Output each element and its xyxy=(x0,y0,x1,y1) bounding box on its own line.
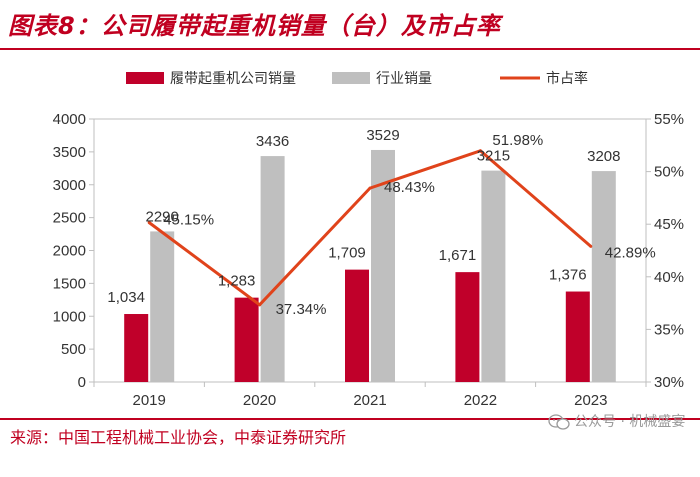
footer-divider xyxy=(0,418,700,420)
label-company: 1,709 xyxy=(328,245,366,262)
label-share: 42.89% xyxy=(605,244,656,261)
label-company: 1,034 xyxy=(107,289,145,306)
label-company: 1,376 xyxy=(549,267,587,284)
y-left-tick-label: 1000 xyxy=(53,308,86,325)
label-company: 1,283 xyxy=(218,273,256,290)
source-note: 来源：中国工程机械工业协会，中泰证券研究所 xyxy=(10,428,347,447)
y-right-tick-label: 30% xyxy=(654,374,684,391)
bar-company xyxy=(345,269,369,382)
bar-industry xyxy=(481,170,506,382)
bar-industry xyxy=(591,171,616,382)
data-labels: 1,034 2290 1,283 3436 1,709 3529 1,671 3215 1,37… xyxy=(107,127,655,318)
watermark-text: 公众号 · 机械盛宴 xyxy=(574,414,686,430)
title-divider xyxy=(0,48,700,50)
share-point xyxy=(589,244,593,248)
y-left-tick-label: 2000 xyxy=(53,243,86,260)
chart-area: 履带起重机公司销量 行业销量 市占率 0 500 1000 1500 2000 2500 300… xyxy=(53,70,684,409)
share-point xyxy=(258,303,262,307)
label-share: 51.98% xyxy=(492,132,543,149)
label-industry: 3436 xyxy=(256,133,289,150)
share-line-group xyxy=(147,149,593,307)
y-left-tick-label: 4000 xyxy=(53,111,86,128)
x-tick-label: 2021 xyxy=(353,392,386,409)
wechat-icon xyxy=(548,414,570,430)
watermark: 公众号 · 机械盛宴 xyxy=(548,411,685,431)
share-point xyxy=(478,149,482,153)
legend-swatch-company xyxy=(126,72,164,84)
y-right-tick-label: 45% xyxy=(654,216,684,233)
legend-swatch-industry xyxy=(332,72,370,84)
axes: 0 500 1000 1500 2000 2500 3000 3500 4000 30% 35% 40… xyxy=(53,111,684,409)
y-left-tick-label: 1500 xyxy=(53,275,86,292)
y-right-tick-label: 55% xyxy=(654,111,684,128)
x-tick-label: 2022 xyxy=(464,392,497,409)
y-left-tick-label: 0 xyxy=(78,374,86,391)
legend: 履带起重机公司销量 行业销量 市占率 xyxy=(126,70,588,86)
label-industry: 3529 xyxy=(366,127,399,144)
y-left-tick-label: 2500 xyxy=(53,210,86,227)
label-industry: 3208 xyxy=(587,148,620,165)
y-left-tick-label: 3000 xyxy=(53,177,86,194)
bar-industry xyxy=(260,156,285,382)
bar-company xyxy=(565,291,590,382)
label-industry: 3215 xyxy=(477,148,510,165)
y-right-tick-label: 35% xyxy=(654,321,684,338)
plot-frame xyxy=(93,118,647,383)
label-company: 1,671 xyxy=(439,247,477,264)
legend-label-industry: 行业销量 xyxy=(376,70,432,86)
bar-company xyxy=(455,272,480,382)
y-left-tick-label: 3500 xyxy=(53,144,86,161)
share-line xyxy=(148,149,592,307)
legend-label-share: 市占率 xyxy=(546,70,588,86)
y-right-tick-label: 40% xyxy=(654,269,684,286)
y-right-tick-label: 50% xyxy=(654,164,684,181)
bars xyxy=(124,149,616,382)
bar-company xyxy=(234,297,259,382)
share-point xyxy=(147,221,151,225)
label-share: 37.34% xyxy=(276,301,327,318)
x-tick-label: 2019 xyxy=(133,392,166,409)
x-tick-label: 2023 xyxy=(574,392,607,409)
x-tick-label: 2020 xyxy=(243,392,276,409)
bar-company xyxy=(124,314,149,382)
share-point xyxy=(368,186,372,190)
page-title: 图表8：公司履带起重机销量（台）及市占率 xyxy=(8,12,501,40)
label-share: 48.43% xyxy=(384,179,435,196)
label-industry: 2290 xyxy=(146,208,179,225)
label-share: 45.15% xyxy=(163,212,214,229)
bar-industry xyxy=(150,231,175,382)
bar-industry xyxy=(371,149,395,382)
legend-label-company: 履带起重机公司销量 xyxy=(170,70,296,86)
y-left-tick-label: 500 xyxy=(61,341,86,358)
